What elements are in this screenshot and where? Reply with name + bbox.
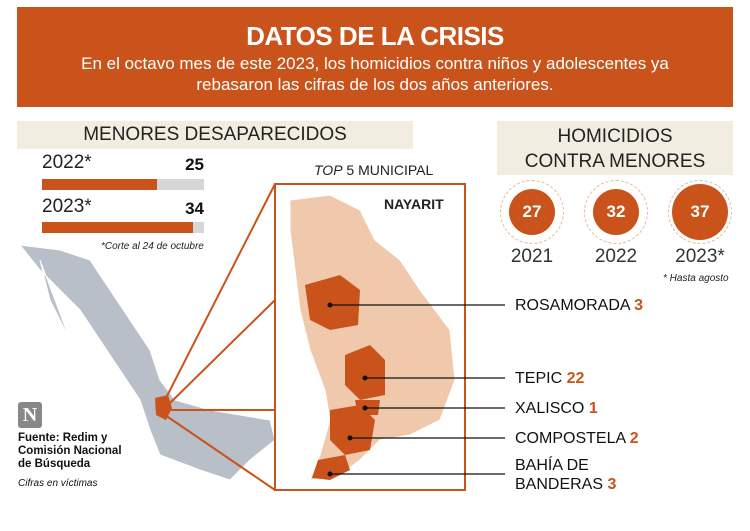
name: ROSAMORADA [515,297,630,314]
circle-2021: 27 [500,180,564,244]
mexico-map [18,244,276,481]
source-line3: de Búsqueda [18,458,91,470]
homicides-title: HOMICIDIOS CONTRA MENORES [497,121,733,175]
source-line1: Fuente: Redim y [18,432,108,444]
year-2023-label: 2023* [42,196,92,217]
name2: BANDERAS [515,476,604,493]
name: BAHÍA DE [515,457,589,474]
page-title: DATOS DE LA CRISIS [246,21,504,51]
label-compostela: COMPOSTELA 2 [515,429,639,448]
bar-2022 [42,179,204,190]
value: 3 [607,476,617,493]
value-2022h: 32 [593,189,639,235]
source-note: Cifras en víctimas [18,478,98,489]
tepic-area [345,345,385,400]
source-line2: Comisión Nacional [18,445,122,457]
bar-fill [42,222,193,233]
watermark-letter: N [22,404,38,426]
label-xalisco: XALISCO 1 [515,399,598,418]
top-rest: 5 MUNICIPAL [342,162,434,178]
page-subtitle: En el octavo mes de este 2023, los homic… [81,54,669,94]
year-2022h: 2022 [594,246,638,267]
nayarit-highlight [155,395,172,420]
homicides-title-line1: HOMICIDIOS [557,126,673,147]
circle-2023: 37 [668,180,732,244]
value-2021: 27 [509,189,555,235]
top5-label: TOP 5 MUNICIPAL [314,162,433,178]
top-word: TOP [314,162,343,178]
homicides-note: * Hasta agosto [663,273,729,284]
label-rosamorada: ROSAMORADA 3 [515,296,643,315]
value-2023: 34 [185,199,204,218]
label-tepic: TEPIC 22 [515,369,584,388]
bar-2023 [42,222,204,233]
homicides-title-line2: CONTRA MENORES [524,151,706,172]
label-bahia: BAHÍA DE BANDERAS 3 [515,456,616,494]
year-2022-label: 2022* [42,152,92,173]
watermark-logo: N [18,402,42,428]
value: 3 [634,297,644,314]
name: COMPOSTELA [515,430,626,447]
name: TEPIC [515,370,563,387]
bar-fill [42,179,158,190]
value: 1 [588,400,598,417]
year-2023h: 2023* [675,246,725,267]
rosamorada-area [305,275,360,330]
header-banner: DATOS DE LA CRISIS En el octavo mes de e… [17,7,733,107]
name: XALISCO [515,400,585,417]
compostela-area [330,405,375,455]
missing-title: MENORES DESAPARECIDOS [17,121,413,149]
value-2023h: 37 [672,184,728,240]
value: 22 [566,370,585,387]
state-label: NAYARIT [384,196,444,212]
missing-note: *Corte al 24 de octubre [101,241,204,252]
year-2021: 2021 [510,246,554,267]
value: 2 [629,430,639,447]
source-block: Fuente: Redim y Comisión Nacional de Bús… [18,432,122,490]
circle-2022: 32 [584,180,648,244]
value-2022: 25 [185,155,204,174]
